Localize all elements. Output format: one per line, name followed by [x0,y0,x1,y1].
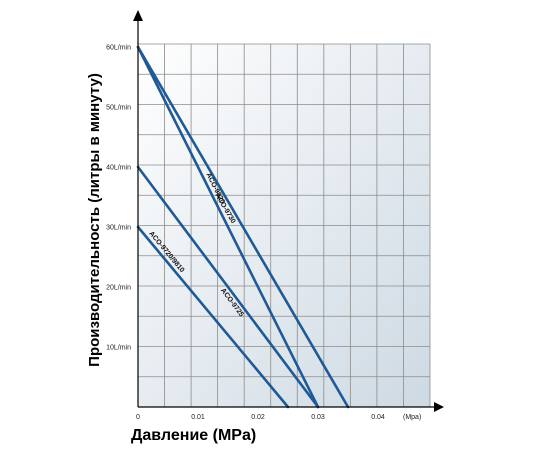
x-tick-label: 0.02 [251,414,265,421]
tick-labels: 0 0.01 0.02 0.03 0.04 10L/min 20L/min 30L/min 40… [106,45,385,422]
y-tick-label: 40L/min [106,165,131,172]
axes [133,10,444,412]
x-tick-label: 0 [136,414,140,421]
series-line [136,45,350,409]
series-group [136,45,350,409]
y-tick-label: 20L/min [106,285,131,292]
series-line [136,165,320,409]
x-unit-label: (Mpa) [403,414,421,421]
x-tick-label: 0.03 [311,414,325,421]
y-tick-label: 10L/min [106,345,131,352]
y-tick-label: 30L/min [106,225,131,232]
x-tick-label: 0.04 [371,414,385,421]
y-tick-label: 50L/min [106,105,131,112]
series-line [136,225,290,409]
x-tick-label: 0.01 [191,414,205,421]
y-axis-title: Производительность (литры в минуту) [86,73,103,367]
series-line [136,45,320,409]
y-tick-label: 60L/min [106,45,131,52]
x-axis-arrow [434,402,444,412]
y-axis-arrow [133,10,143,21]
grid [137,43,431,408]
x-axis-title: Давление (MPa) [131,427,256,444]
